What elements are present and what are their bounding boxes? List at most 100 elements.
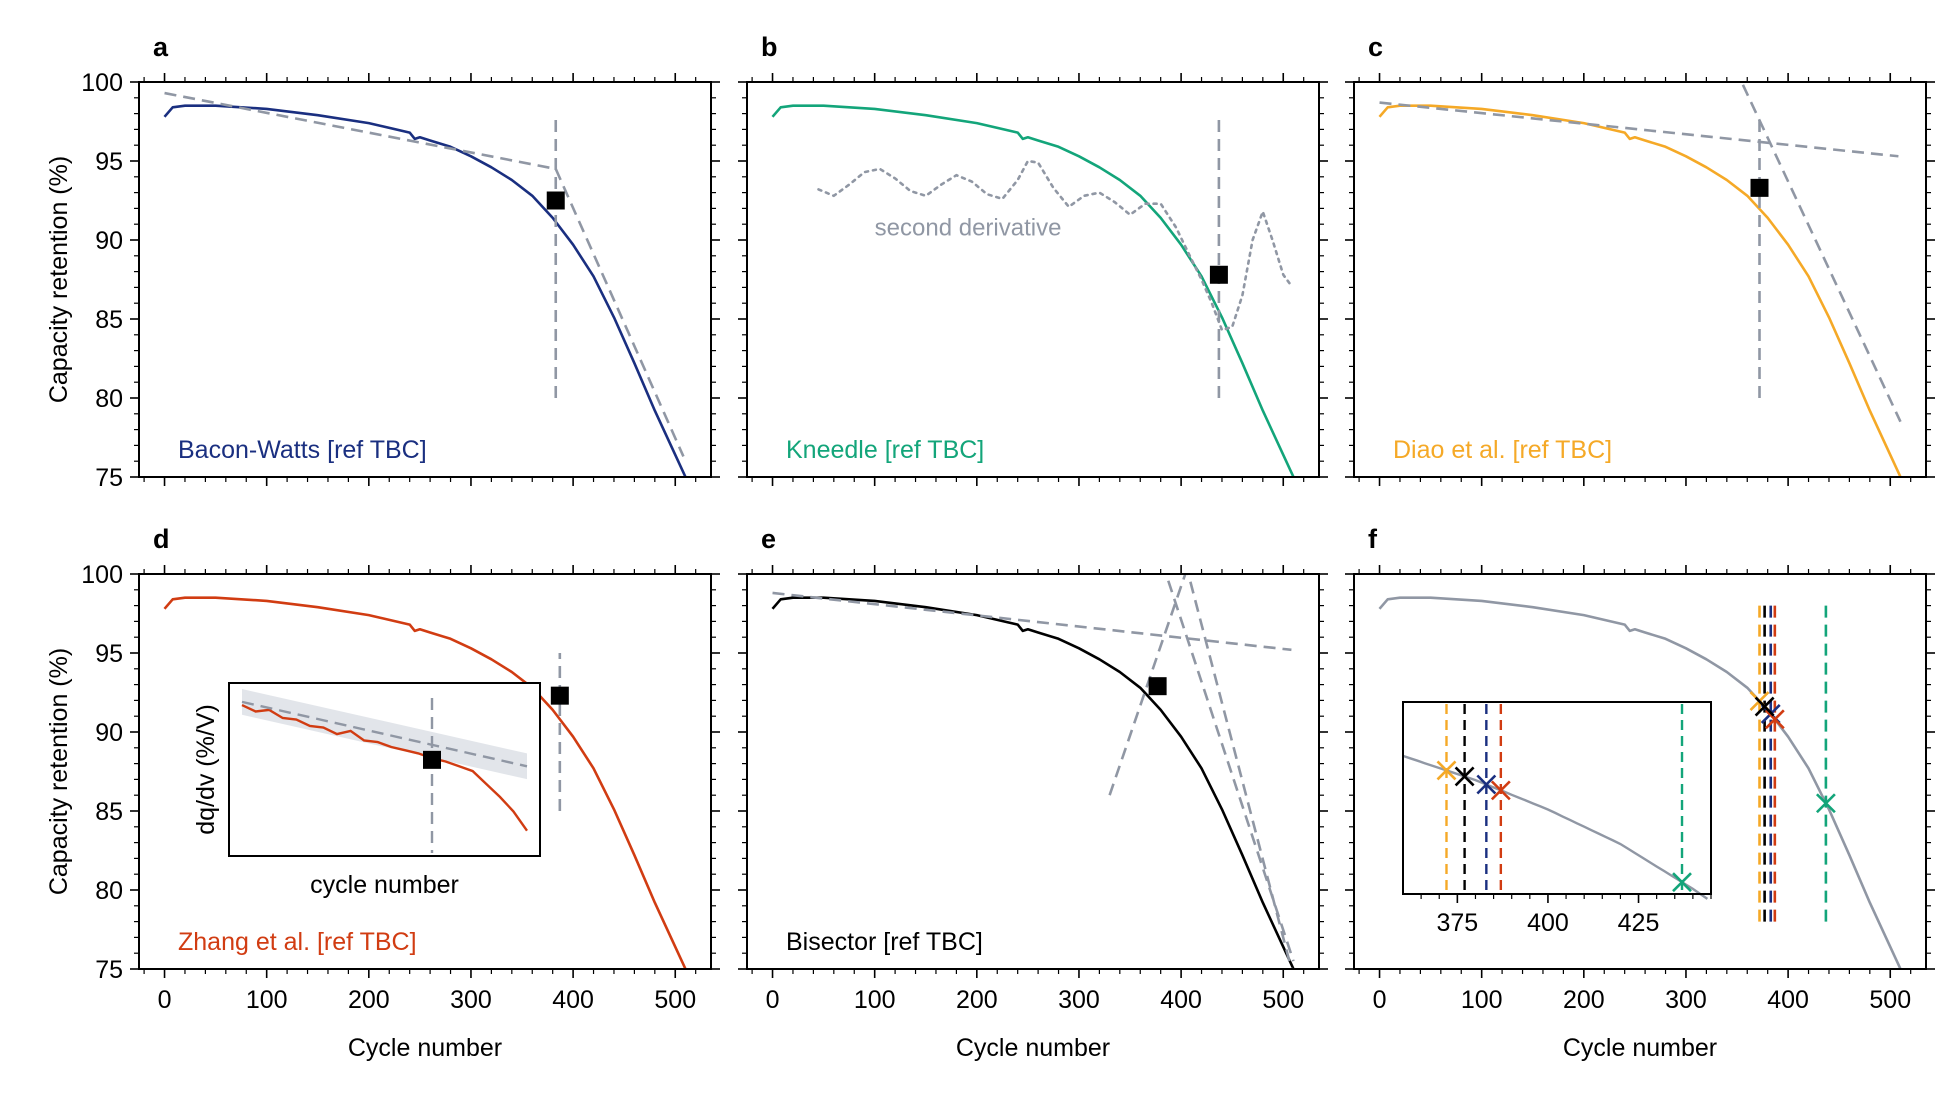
knee-cross-marker: [1754, 696, 1775, 717]
retention-curve: [163, 104, 687, 477]
method-label: Zhang et al. [ref TBC]: [178, 928, 417, 956]
axes-frame: [1353, 81, 1927, 478]
x-axis-label: Cycle number: [1563, 1034, 1717, 1062]
y-tick-label: 95: [95, 148, 123, 176]
y-tick-label: 100: [81, 69, 123, 97]
confidence-band: [242, 689, 527, 780]
y-tick-label: 75: [95, 464, 123, 492]
inset-knee-cross: [1436, 760, 1457, 781]
panel-e: e Bisector [ref TBC] 0 100 200 300 400 500 Cycle…: [738, 524, 1328, 1062]
knee-point-marker: [1148, 677, 1167, 696]
y-tick-label: 85: [95, 306, 123, 334]
bacon-watts-fit-line: [164, 91, 556, 171]
x-tick-label: 100: [1461, 986, 1503, 1014]
y-tick-label: 75: [95, 956, 123, 984]
dqdv-fit-line: [241, 700, 528, 768]
method-label: Kneedle [ref TBC]: [786, 436, 984, 464]
y-tick-label: 80: [95, 877, 123, 905]
y-axis-label: Capacity retention (%): [45, 648, 73, 895]
x-tick-label: 0: [1373, 986, 1387, 1014]
plot-area: [1378, 82, 1902, 477]
axes-frame: [746, 81, 1320, 478]
plot-area: [771, 104, 1295, 477]
y-tick-label: 90: [95, 227, 123, 255]
y-axis-label: Capacity retention (%): [45, 156, 73, 403]
knee-point-marker: [546, 191, 565, 210]
x-tick-label: 400: [1160, 986, 1202, 1014]
x-tick-label: 0: [766, 986, 780, 1014]
x-tick-label: 0: [158, 986, 172, 1014]
panel-f: f 375 400 425 0 100 200 300 400 500 Cycle number: [1345, 524, 1935, 1062]
zhang-inset: cycle number dq/dv (%/V): [192, 682, 541, 899]
x-tick-label: 500: [654, 986, 696, 1014]
x-tick-label: 400: [552, 986, 594, 1014]
y-tick-label: 80: [95, 385, 123, 413]
panel-c: c Diao et al. [ref TBC]: [1345, 32, 1935, 486]
axes-frame: [746, 573, 1320, 970]
retention-curve: [1378, 104, 1902, 477]
bisector-fit-line: [1108, 574, 1187, 796]
inset-x-tick-label: 425: [1618, 909, 1660, 937]
inset-knee-marker: [423, 750, 441, 769]
knee-cross-marker: [1764, 709, 1785, 730]
x-tick-label: 100: [854, 986, 896, 1014]
retention-curve: [1378, 596, 1902, 969]
inset-knee-cross: [1476, 774, 1497, 795]
x-tick-label: 500: [1869, 986, 1911, 1014]
x-tick-label: 300: [1058, 986, 1100, 1014]
y-tick-label: 85: [95, 798, 123, 826]
bisector-fit-line: [1164, 574, 1295, 962]
knee-point-marker: [1750, 178, 1769, 197]
panel-d: d Zhang et al. [ref TBC] cycle number dq/dv…: [45, 524, 720, 1062]
second-derivative-curve: [817, 159, 1293, 332]
x-tick-label: 200: [1563, 986, 1605, 1014]
plot-area: [1378, 596, 1902, 969]
y-tick-label: 95: [95, 640, 123, 668]
y-tick-label: 90: [95, 719, 123, 747]
bisector-fit-line: [1187, 574, 1293, 969]
inset-background: [1403, 702, 1711, 894]
method-label: Bisector [ref TBC]: [786, 928, 983, 956]
y-tick-label: 100: [81, 561, 123, 589]
inset-knee-cross: [1490, 780, 1511, 801]
x-tick-label: 300: [450, 986, 492, 1014]
axes-frame: [1353, 573, 1927, 970]
diao-fit-line: [1379, 101, 1899, 158]
inset-frame: [228, 682, 541, 857]
panel-tag: b: [761, 32, 778, 62]
second-derivative-annotation: second derivative: [875, 214, 1062, 241]
inset-knee-cross: [1454, 766, 1475, 787]
method-label: Diao et al. [ref TBC]: [1393, 436, 1612, 464]
retention-curve: [163, 596, 687, 969]
summary-inset: 375 400 425: [1402, 701, 1712, 937]
x-axis-label: Cycle number: [956, 1034, 1110, 1062]
x-tick-label: 100: [246, 986, 288, 1014]
inset-x-tick-label: 400: [1527, 909, 1569, 937]
plot-area: [163, 596, 687, 969]
bisector-fit-line: [772, 591, 1292, 652]
retention-curve: [771, 596, 1295, 969]
inset-knee-cross: [1672, 872, 1692, 893]
panel-tag: f: [1368, 524, 1378, 554]
plot-area: [163, 91, 687, 477]
dqdv-curve: [241, 704, 528, 832]
panel-tag: a: [153, 32, 169, 62]
inset-frame: [1402, 701, 1712, 895]
inset-x-label: cycle number: [310, 871, 459, 899]
bacon-watts-fit-line: [554, 168, 685, 457]
method-label: Bacon-Watts [ref TBC]: [178, 436, 427, 464]
plot-area: [771, 574, 1295, 969]
knee-cross-marker: [1815, 793, 1836, 814]
x-axis-label: Cycle number: [348, 1034, 502, 1062]
panel-tag: d: [153, 524, 170, 554]
inset-retention-curve: [1402, 754, 1709, 900]
x-tick-label: 200: [956, 986, 998, 1014]
panel-tag: e: [761, 524, 776, 554]
axes-frame: [138, 573, 712, 970]
knee-point-marker: [1209, 265, 1228, 284]
x-tick-label: 300: [1665, 986, 1707, 1014]
panel-b: b second derivative Kneedle [ref TBC]: [738, 32, 1328, 486]
knee-point-marker: [550, 686, 569, 705]
diao-fit-line: [1740, 82, 1902, 423]
